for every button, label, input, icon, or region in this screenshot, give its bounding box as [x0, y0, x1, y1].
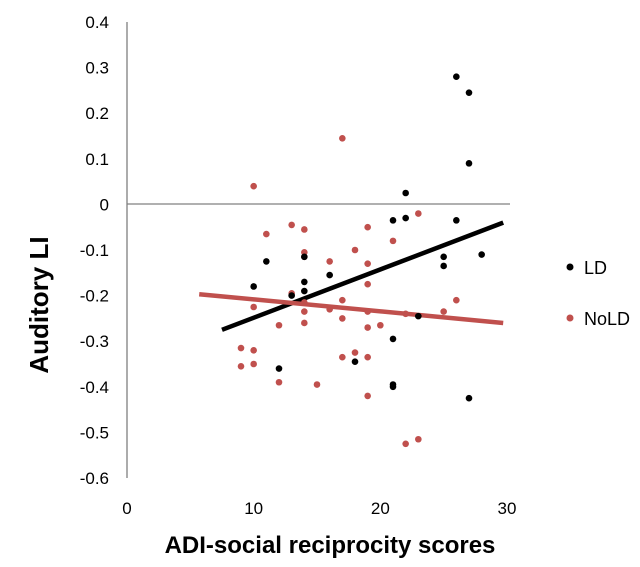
x-tick-label: 20 — [371, 499, 390, 518]
x-tick-labels: 0 10 20 30 — [122, 499, 516, 518]
ld-point — [453, 217, 460, 224]
x-tick-label: 30 — [498, 499, 517, 518]
nold-point — [377, 321, 384, 329]
y-tick-label: 0 — [100, 195, 109, 214]
nold-point — [237, 362, 245, 370]
y-tick-label: 0.1 — [85, 150, 109, 169]
ld-point — [326, 271, 333, 279]
y-axis-title: Auditory LI — [24, 236, 54, 373]
nold-point — [364, 353, 371, 361]
nold-point — [339, 315, 346, 322]
nold-point — [453, 296, 460, 304]
nold-point — [402, 310, 409, 318]
nold-point — [402, 440, 409, 448]
y-tick-label: -0.4 — [80, 378, 109, 397]
nold-point — [250, 360, 257, 368]
nold-point — [364, 324, 371, 331]
ld-point — [402, 214, 409, 222]
y-tick-labels: 0.4 0.3 0.2 0.1 0 -0.1 -0.2 -0.3 -0.4 -0.5 -0.6 — [80, 13, 109, 488]
ld-point — [453, 73, 460, 81]
ld-point — [275, 365, 283, 372]
nold-point — [275, 378, 283, 386]
y-tick-label: -0.3 — [80, 332, 109, 351]
axes — [126, 22, 510, 478]
nold-trendline — [198, 291, 504, 326]
nold-point — [275, 321, 283, 329]
legend: LD NoLD — [566, 258, 630, 329]
y-tick-label: -0.2 — [80, 287, 109, 306]
ld-trendline — [221, 220, 505, 332]
nold-point — [440, 308, 447, 315]
nold-point — [364, 260, 371, 267]
ld-point — [263, 258, 270, 265]
nold-point — [301, 226, 308, 233]
y-tick-label: 0.3 — [85, 59, 109, 78]
legend-marker-ld — [566, 263, 574, 271]
nold-point — [389, 237, 397, 245]
nold-point — [301, 248, 308, 256]
nold-point — [250, 303, 257, 311]
nold-point — [250, 182, 257, 190]
nold-point — [415, 210, 422, 217]
ld-point — [440, 262, 447, 270]
ld-point — [389, 335, 397, 343]
ld-point — [288, 292, 295, 299]
nold-point — [301, 308, 308, 315]
data-points — [237, 73, 485, 448]
nold-point — [301, 299, 308, 306]
y-tick-label: -0.5 — [80, 423, 109, 442]
nold-point — [301, 319, 308, 327]
nold-point — [351, 246, 359, 254]
nold-point — [351, 349, 359, 356]
nold-point — [326, 258, 333, 265]
ld-point — [465, 89, 473, 96]
ld-point — [301, 253, 308, 261]
nold-point — [263, 230, 270, 238]
trendlines — [198, 220, 505, 332]
nold-point — [339, 296, 346, 304]
x-tick-label: 10 — [244, 499, 263, 518]
y-tick-label: -0.1 — [80, 241, 109, 260]
ld-point — [250, 283, 257, 290]
nold-point — [364, 308, 371, 315]
ld-point — [389, 383, 397, 391]
y-tick-label: 0.2 — [85, 104, 109, 123]
y-tick-label: -0.6 — [80, 469, 109, 488]
ld-point — [301, 287, 308, 295]
x-tick-label: 0 — [122, 499, 131, 518]
nold-point — [250, 347, 257, 354]
nold-point — [339, 134, 346, 142]
legend-marker-nold — [566, 314, 574, 322]
nold-point — [364, 280, 371, 288]
ld-point — [440, 253, 447, 261]
nold-point — [237, 344, 245, 352]
ld-point — [389, 217, 397, 224]
ld-point — [415, 312, 422, 320]
y-tick-label: 0.4 — [85, 13, 109, 32]
ld-point — [478, 251, 485, 258]
ld-point — [351, 358, 359, 366]
nold-point — [364, 392, 371, 400]
nold-point — [415, 435, 422, 443]
nold-point — [326, 305, 333, 313]
nold-point — [313, 381, 321, 388]
ld-point — [465, 394, 473, 402]
ld-point — [301, 278, 308, 286]
nold-point — [339, 353, 346, 361]
x-axis-title: ADI-social reciprocity scores — [165, 532, 496, 559]
ld-point — [465, 160, 473, 167]
legend-label-ld: LD — [584, 258, 607, 278]
nold-point — [288, 221, 295, 229]
ld-point — [402, 189, 409, 197]
legend-label-nold: NoLD — [584, 309, 630, 329]
nold-point — [364, 223, 371, 231]
